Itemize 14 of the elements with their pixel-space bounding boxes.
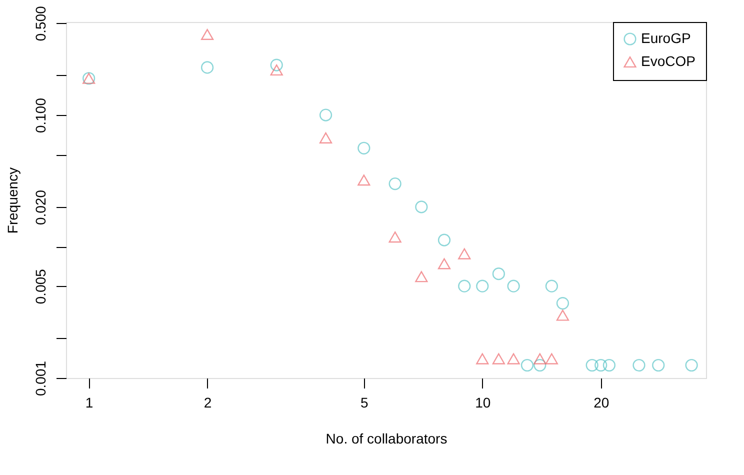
x-tick-label: 1 — [85, 394, 94, 410]
y-tick-label: 0.020 — [32, 190, 48, 225]
legend-label: EuroGP — [641, 30, 691, 46]
y-tick-label: 0.100 — [32, 98, 48, 134]
y-axis-title: Frequency — [4, 167, 20, 234]
legend-label: EvoCOP — [641, 53, 696, 69]
x-axis-title: No. of collaborators — [326, 430, 448, 446]
y-tick-label: 0.005 — [32, 268, 48, 304]
x-tick-label: 20 — [594, 394, 610, 410]
y-tick-label: 0.500 — [32, 6, 48, 42]
y-tick-label: 0.001 — [32, 360, 48, 396]
x-tick-label: 2 — [204, 394, 212, 410]
x-tick-label: 5 — [360, 394, 369, 410]
x-tick-label: 10 — [475, 394, 491, 410]
